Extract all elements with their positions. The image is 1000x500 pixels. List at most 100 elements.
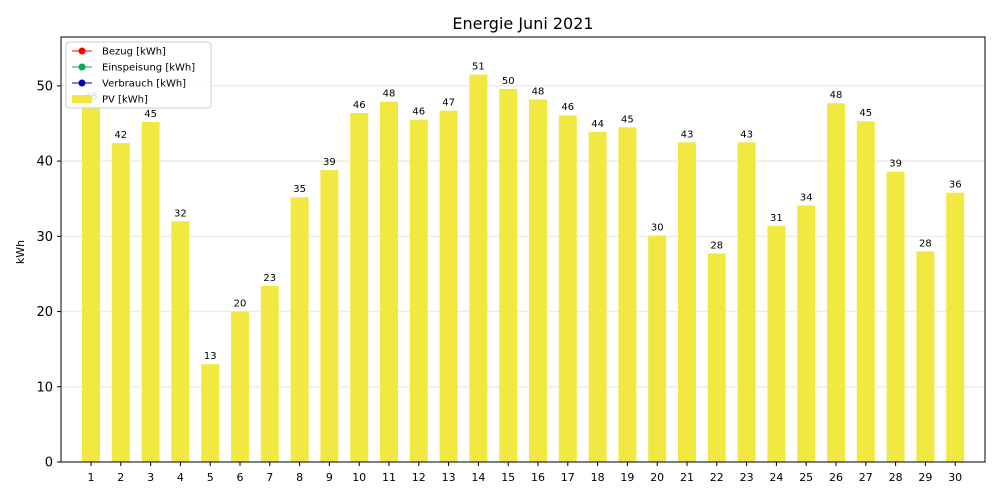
bar [886,171,905,463]
data-label: 36 [949,180,962,191]
x-tick-label: 10 [352,471,366,484]
bar [201,364,220,462]
x-tick-label: 16 [531,471,545,484]
x-tick-label: 24 [769,471,783,484]
bar [320,170,339,462]
data-label: 48 [830,90,843,101]
chart-title: Energie Juni 2021 [452,14,593,33]
bar [588,131,607,463]
data-label: 39 [323,157,336,168]
bar [111,143,130,462]
x-tick-label: 18 [591,471,605,484]
bar [856,121,875,462]
grid-lines [61,85,985,388]
data-label: 48 [532,86,545,97]
bar [707,253,726,462]
legend-label: Bezug [kWh] [102,47,166,58]
data-label: 47 [442,98,455,109]
data-label: 31 [770,213,783,224]
y-tick-label: 40 [36,155,53,170]
bar-series-pv [82,74,965,463]
data-label: 42 [114,130,127,141]
y-tick-label: 50 [36,79,53,94]
bar [260,285,279,462]
bar [916,251,935,462]
data-label: 45 [144,109,157,120]
bar [380,101,398,463]
data-label: 39 [889,159,902,170]
data-label: 43 [740,129,753,140]
x-tick-label: 14 [471,471,485,484]
data-label: 51 [472,62,485,73]
x-tick-label: 17 [561,471,575,484]
x-tick-label: 30 [948,471,962,484]
x-tick-label: 28 [889,471,903,484]
bar [529,99,547,463]
bar [469,74,488,462]
data-label: 46 [412,107,425,118]
x-tick-label: 23 [740,471,754,484]
bar [350,112,369,462]
data-label: 43 [681,129,694,140]
legend-label: PV [kWh] [102,95,148,106]
x-tick-label: 25 [799,471,813,484]
legend-label: Verbrauch [kWh] [102,79,186,90]
data-label: 34 [800,192,813,203]
y-tick-label: 30 [36,230,53,245]
legend-label: Einspeisung [kWh] [102,63,195,74]
x-tick-label: 5 [207,471,214,484]
bar [648,235,667,462]
bar [290,197,309,462]
x-axis-ticks: 1 2 3 4 5 6 7 8 9 10 11 12 13 14 15 16 17 18 19 20 21 22 23 24 2… [88,462,962,484]
x-tick-label: 13 [442,471,456,484]
bar [439,110,458,463]
bar [946,192,965,463]
legend-marker [78,47,86,55]
y-tick-label: 10 [36,380,53,395]
data-label: 48 [383,89,396,100]
bar [231,311,249,462]
x-tick-label: 6 [237,471,244,484]
bar [618,127,637,462]
x-tick-label: 4 [177,471,184,484]
x-tick-label: 9 [326,471,333,484]
data-label: 45 [621,114,634,125]
bar [171,221,190,462]
data-label: 28 [710,241,723,252]
x-tick-label: 11 [382,471,396,484]
x-tick-label: 12 [412,471,426,484]
bar [678,142,696,462]
x-tick-label: 2 [117,471,124,484]
legend-box [65,41,212,109]
x-tick-label: 26 [829,471,843,484]
bar [737,142,756,462]
x-tick-label: 3 [147,471,154,484]
data-label: 28 [919,238,932,249]
data-label: 44 [591,119,604,130]
data-label: 45 [859,108,872,119]
y-tick-label: 0 [45,456,53,471]
data-label: 35 [293,184,306,195]
x-tick-label: 8 [296,471,303,484]
y-axis-ticks: 0 10 20 30 40 50 [36,79,61,471]
data-label: 46 [561,102,574,113]
legend-marker [78,63,86,71]
legend-marker [78,79,86,87]
data-label: 32 [174,208,187,219]
bar [767,225,786,462]
bar [141,122,160,462]
x-tick-label: 21 [680,471,694,484]
x-tick-label: 19 [620,471,634,484]
bar [82,104,100,463]
bar [827,103,845,462]
x-tick-label: 15 [501,471,515,484]
x-tick-label: 27 [859,471,873,484]
legend: Bezug [kWh] Einspeisung [kWh] Verbrauch [k… [65,41,212,109]
data-label: 50 [502,76,515,87]
data-label: 23 [263,273,276,284]
x-tick-label: 20 [650,471,664,484]
data-label: 30 [651,223,664,234]
data-label: 20 [234,299,247,310]
x-tick-label: 22 [710,471,724,484]
